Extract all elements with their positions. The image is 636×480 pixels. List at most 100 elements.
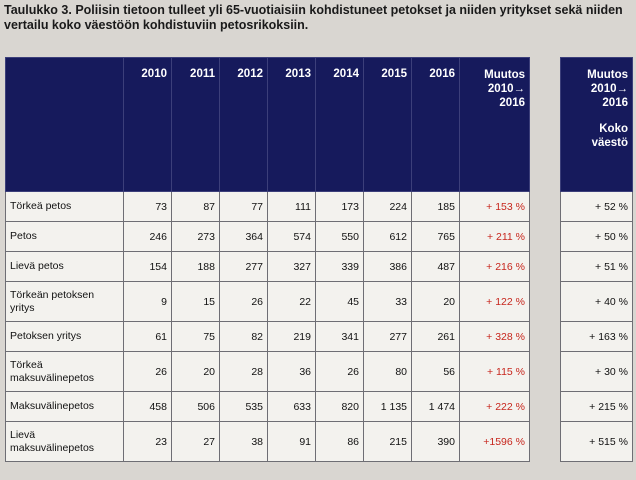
table-row: Törkeä petos 73 87 77 111 173 224 185 + 153 % [5, 191, 530, 222]
value-cell: 550 [315, 221, 364, 252]
total-change-cell: + 51 % [560, 251, 633, 282]
value-cell: 173 [315, 191, 364, 222]
comparison-table: Muutos 2010→ 2016 Koko väestö + 52 % + 50… [560, 57, 633, 462]
value-cell: 341 [315, 321, 364, 352]
value-cell: 1 474 [411, 391, 460, 422]
header-total-line: Muutos [587, 69, 628, 81]
table-row: Petos 246 273 364 574 550 612 765 + 211 % [5, 221, 530, 252]
value-cell: 75 [171, 321, 220, 352]
comparison-row: + 52 % [560, 191, 633, 222]
value-cell: 574 [267, 221, 316, 252]
value-cell: 33 [363, 281, 412, 322]
value-cell: 487 [411, 251, 460, 282]
comparison-row: + 163 % [560, 321, 633, 352]
header-total-change: Muutos 2010→ 2016 Koko väestö [560, 57, 633, 192]
value-cell: 261 [411, 321, 460, 352]
value-cell: 535 [219, 391, 268, 422]
comparison-row: + 50 % [560, 221, 633, 252]
header-year: 2015 [363, 57, 412, 192]
change-cell: + 122 % [459, 281, 530, 322]
value-cell: 38 [219, 421, 268, 462]
row-label: Petoksen yritys [5, 321, 124, 352]
value-cell: 458 [123, 391, 172, 422]
value-cell: 73 [123, 191, 172, 222]
total-change-cell: + 40 % [560, 281, 633, 322]
header-total-line: 2016 [602, 97, 628, 109]
value-cell: 224 [363, 191, 412, 222]
value-cell: 86 [315, 421, 364, 462]
value-cell: 612 [363, 221, 412, 252]
value-cell: 506 [171, 391, 220, 422]
value-cell: 61 [123, 321, 172, 352]
value-cell: 188 [171, 251, 220, 282]
table-row: Lievä maksuvälinepetos 23 27 38 91 86 215 390 +1… [5, 421, 530, 462]
main-table: 2010 2011 2012 2013 2014 2015 2016 Muuto… [5, 57, 530, 462]
row-label: Lievä maksuvälinepetos [5, 421, 124, 462]
row-label: Lievä petos [5, 251, 124, 282]
header-year: 2013 [267, 57, 316, 192]
value-cell: 820 [315, 391, 364, 422]
value-cell: 111 [267, 191, 316, 222]
total-change-cell: + 215 % [560, 391, 633, 422]
change-cell: + 115 % [459, 351, 530, 392]
value-cell: 28 [219, 351, 268, 392]
row-label: Törkeän petoksen yritys [5, 281, 124, 322]
value-cell: 36 [267, 351, 316, 392]
header-total-line: 2010→ [590, 83, 628, 95]
value-cell: 82 [219, 321, 268, 352]
value-cell: 273 [171, 221, 220, 252]
value-cell: 1 135 [363, 391, 412, 422]
header-year: 2016 [411, 57, 460, 192]
comparison-row: + 30 % [560, 351, 633, 392]
table-row: Petoksen yritys 61 75 82 219 341 277 261 + 328 % [5, 321, 530, 352]
value-cell: 277 [219, 251, 268, 282]
comparison-row: + 40 % [560, 281, 633, 322]
value-cell: 277 [363, 321, 412, 352]
value-cell: 9 [123, 281, 172, 322]
change-cell: + 328 % [459, 321, 530, 352]
value-cell: 23 [123, 421, 172, 462]
header-year: 2012 [219, 57, 268, 192]
header-year: 2014 [315, 57, 364, 192]
value-cell: 77 [219, 191, 268, 222]
change-cell: + 222 % [459, 391, 530, 422]
row-label: Petos [5, 221, 124, 252]
header-empty [5, 57, 124, 192]
value-cell: 765 [411, 221, 460, 252]
comparison-table-body: + 52 % + 50 % + 51 % + 40 % + 163 % + 30 % + 2… [560, 191, 633, 462]
main-table-body: Törkeä petos 73 87 77 111 173 224 185 + 153 % Pet… [5, 191, 530, 462]
comparison-row: + 215 % [560, 391, 633, 422]
value-cell: 20 [171, 351, 220, 392]
value-cell: 26 [219, 281, 268, 322]
value-cell: 26 [315, 351, 364, 392]
change-cell: + 153 % [459, 191, 530, 222]
value-cell: 56 [411, 351, 460, 392]
value-cell: 154 [123, 251, 172, 282]
table-row: Maksuvälinepetos 458 506 535 633 820 1 135 1 47… [5, 391, 530, 422]
table-caption: Taulukko 3. Poliisin tietoon tulleet yli… [4, 3, 623, 32]
header-change-line: Muutos [484, 69, 525, 81]
header-total-spacer [565, 110, 628, 122]
header-year: 2010 [123, 57, 172, 192]
value-cell: 87 [171, 191, 220, 222]
value-cell: 339 [315, 251, 364, 282]
value-cell: 20 [411, 281, 460, 322]
value-cell: 364 [219, 221, 268, 252]
value-cell: 215 [363, 421, 412, 462]
comparison-header-row: Muutos 2010→ 2016 Koko väestö [560, 57, 633, 192]
value-cell: 45 [315, 281, 364, 322]
header-total-line: väestö [591, 137, 628, 149]
value-cell: 22 [267, 281, 316, 322]
change-cell: + 211 % [459, 221, 530, 252]
table-row: Törkeän petoksen yritys 9 15 26 22 45 33 20 + 12… [5, 281, 530, 322]
total-change-cell: + 515 % [560, 421, 633, 462]
value-cell: 80 [363, 351, 412, 392]
header-change-line: 2010→ [487, 83, 525, 95]
row-label: Törkeä maksuvälinepetos [5, 351, 124, 392]
header-year: 2011 [171, 57, 220, 192]
comparison-row: + 515 % [560, 421, 633, 462]
row-label: Törkeä petos [5, 191, 124, 222]
change-cell: +1596 % [459, 421, 530, 462]
value-cell: 386 [363, 251, 412, 282]
total-change-cell: + 52 % [560, 191, 633, 222]
